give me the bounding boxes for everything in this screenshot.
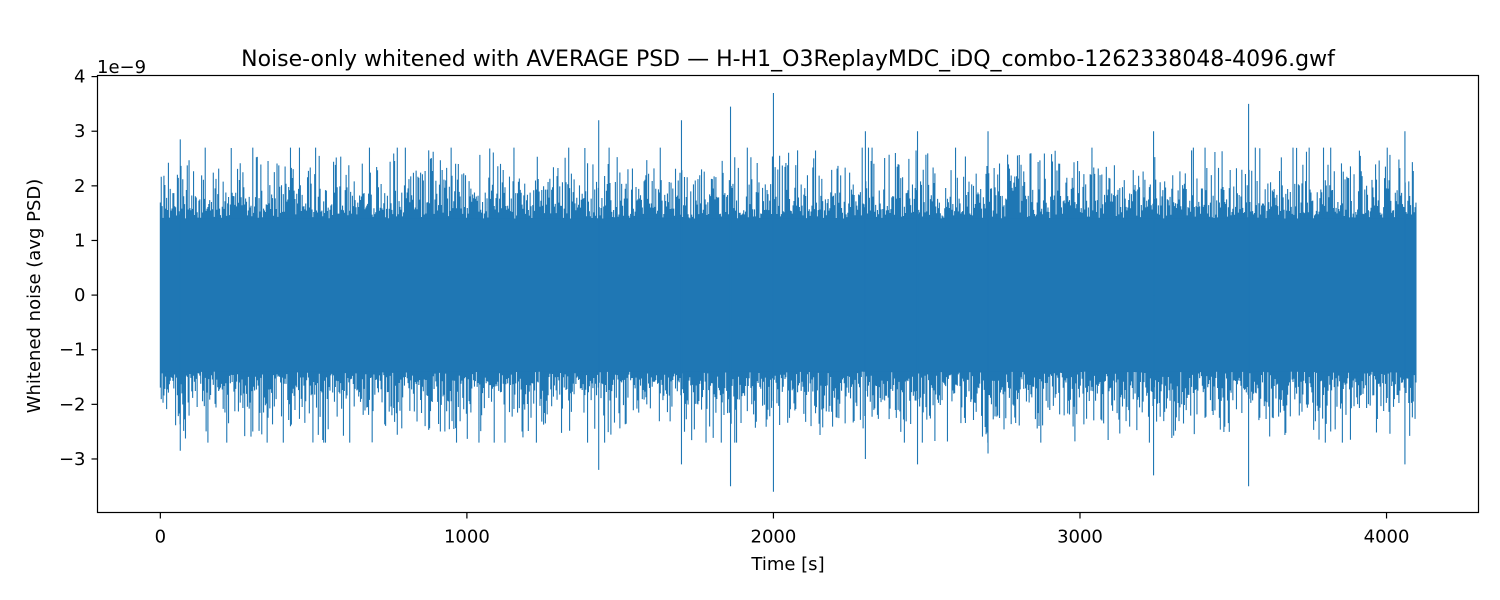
x-tick-label: 2000 <box>751 527 797 548</box>
plot-area <box>96 74 1480 514</box>
y-tick-label: −3 <box>59 449 86 470</box>
y-tick-label: −2 <box>59 394 86 415</box>
y-axis: −3 −2 −1 0 1 2 3 4 <box>59 67 98 470</box>
y-axis-label: Whitened noise (avg PSD) <box>24 179 45 414</box>
y-tick-label: 3 <box>74 121 85 142</box>
x-tick-label: 1000 <box>444 527 490 548</box>
x-axis-label: Time [s] <box>750 554 824 575</box>
series-core-band <box>160 218 1416 372</box>
chart-title: Noise-only whitened with AVERAGE PSD — H… <box>241 47 1336 72</box>
x-axis: 0 1000 2000 3000 4000 <box>155 512 1410 548</box>
y-tick-label: 4 <box>74 67 85 88</box>
y-tick-label: −1 <box>59 340 86 361</box>
x-tick-label: 3000 <box>1057 527 1103 548</box>
x-tick-label: 4000 <box>1364 527 1410 548</box>
y-tick-label: 2 <box>74 176 85 197</box>
series-line-group <box>159 92 1417 492</box>
x-tick-label: 0 <box>155 527 166 548</box>
y-tick-label: 0 <box>74 285 85 306</box>
y-tick-label: 1 <box>74 230 85 251</box>
axes-frame <box>96 74 1480 514</box>
y-offset-label: 1e−9 <box>97 57 146 78</box>
